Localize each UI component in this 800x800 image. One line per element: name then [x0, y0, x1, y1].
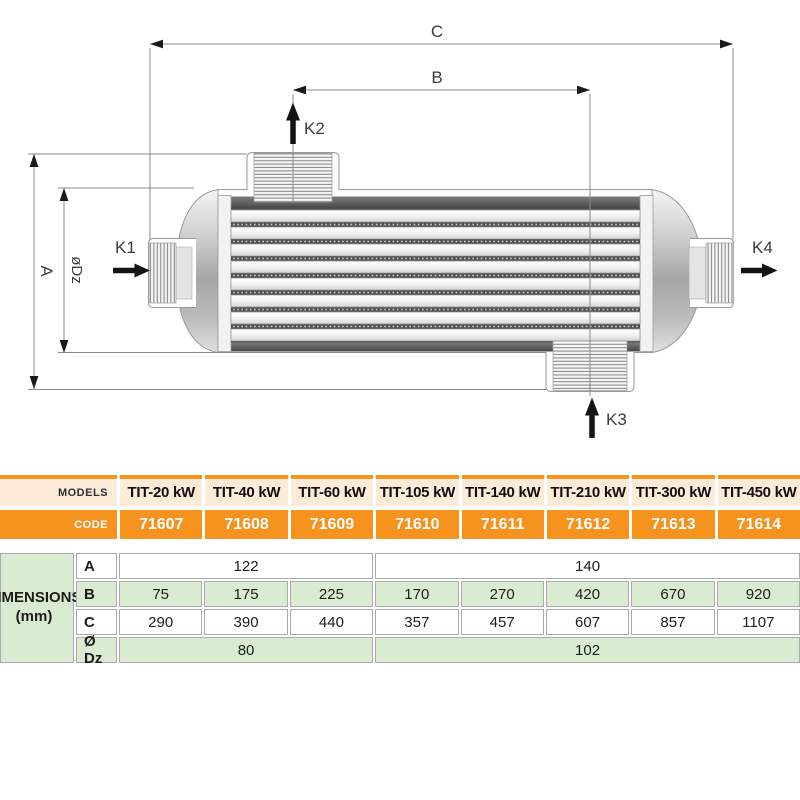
dim-value-cell: 457: [460, 609, 544, 635]
code-cell: 71613: [632, 510, 715, 539]
dim-value-cell: 102: [375, 637, 800, 663]
dimensions-unit-text: (mm): [15, 608, 53, 625]
models-table: MODELS TIT-20 kW TIT-40 kW TIT-60 kW TIT…: [0, 475, 800, 539]
dim-value-cell: 857: [631, 609, 715, 635]
dimension-arrowheads: [29, 39, 733, 389]
dim-value-cell: 420: [545, 581, 630, 607]
code-header-label: CODE: [0, 510, 117, 539]
dim-value-cell: 290: [119, 609, 203, 635]
model-header-cell: TIT-450 kW: [717, 475, 800, 506]
flow-arrows: [113, 120, 763, 438]
dim-label-c: C: [431, 22, 443, 41]
shell-wall-bottom: [231, 342, 640, 352]
dim-value-cell: 1107: [716, 609, 800, 635]
row-label-b: B: [76, 581, 117, 607]
tube-sheet-right: [639, 195, 654, 352]
model-header-cell: TIT-40 kW: [205, 475, 288, 506]
dim-value-cell: 122: [119, 553, 374, 579]
dim-value-cell: 270: [460, 581, 544, 607]
port-label-k1: K1: [115, 238, 136, 257]
port-label-k3: K3: [606, 410, 627, 429]
vessel-shell: [148, 152, 734, 392]
flow-arrowheads: [134, 102, 778, 416]
dim-value-cell: 357: [375, 609, 459, 635]
code-cell: 71610: [376, 510, 459, 539]
dim-value-cell: 175: [204, 581, 288, 607]
port-label-k4: K4: [752, 238, 773, 257]
diagram-svg: C B A øDz K1 K2 K3 K4: [28, 22, 778, 438]
dim-value-cell: 75: [119, 581, 203, 607]
tube-bundle: [230, 208, 641, 343]
shell-wall-top: [231, 196, 640, 209]
dim-value-cell: 225: [289, 581, 374, 607]
dim-label-b: B: [431, 68, 442, 87]
dim-value-cell: 140: [375, 553, 800, 579]
dim-label-a: A: [37, 265, 56, 277]
code-cell: 71612: [546, 510, 630, 539]
dim-value-cell: 170: [375, 581, 459, 607]
port-k1: [148, 238, 196, 308]
dim-value-cell: 390: [204, 609, 288, 635]
model-header-cell: TIT-60 kW: [290, 475, 374, 506]
model-header-cell: TIT-210 kW: [546, 475, 630, 506]
code-cell: 71614: [717, 510, 800, 539]
model-header-cell: TIT-140 kW: [461, 475, 544, 506]
code-cell: 71611: [461, 510, 544, 539]
dim-value-cell: 607: [545, 609, 630, 635]
dim-value-cell: 670: [631, 581, 715, 607]
code-cell: 71607: [120, 510, 203, 539]
dim-value-cell: 920: [716, 581, 800, 607]
row-label-dz: Ø Dz: [76, 633, 117, 667]
models-header-label: MODELS: [0, 475, 117, 506]
spec-tables: MODELS TIT-20 kW TIT-40 kW TIT-60 kW TIT…: [0, 475, 800, 667]
model-header-cell: TIT-105 kW: [376, 475, 459, 506]
port-k4: [688, 238, 734, 308]
dimensions-header-text: DIMENSIONS: [0, 589, 82, 607]
dimensions-table: DIMENSIONS (mm) A 122 140 B 75 175 225 1…: [0, 553, 800, 667]
dimensions-header: DIMENSIONS (mm): [0, 553, 82, 663]
code-cell: 71609: [290, 510, 374, 539]
code-cell: 71608: [205, 510, 288, 539]
model-header-cell: TIT-20 kW: [120, 475, 203, 506]
dim-value-cell: 440: [289, 609, 374, 635]
tube-sheet-left: [217, 195, 232, 352]
dim-label-dz: øDz: [68, 256, 85, 284]
port-label-k2: K2: [304, 119, 325, 138]
model-header-cell: TIT-300 kW: [632, 475, 715, 506]
dim-value-cell: 80: [119, 637, 374, 663]
heat-exchanger-diagram: C B A øDz K1 K2 K3 K4: [28, 22, 778, 438]
row-label-a: A: [76, 553, 117, 579]
dimension-lines: [28, 43, 734, 396]
row-label-c: C: [76, 609, 117, 635]
